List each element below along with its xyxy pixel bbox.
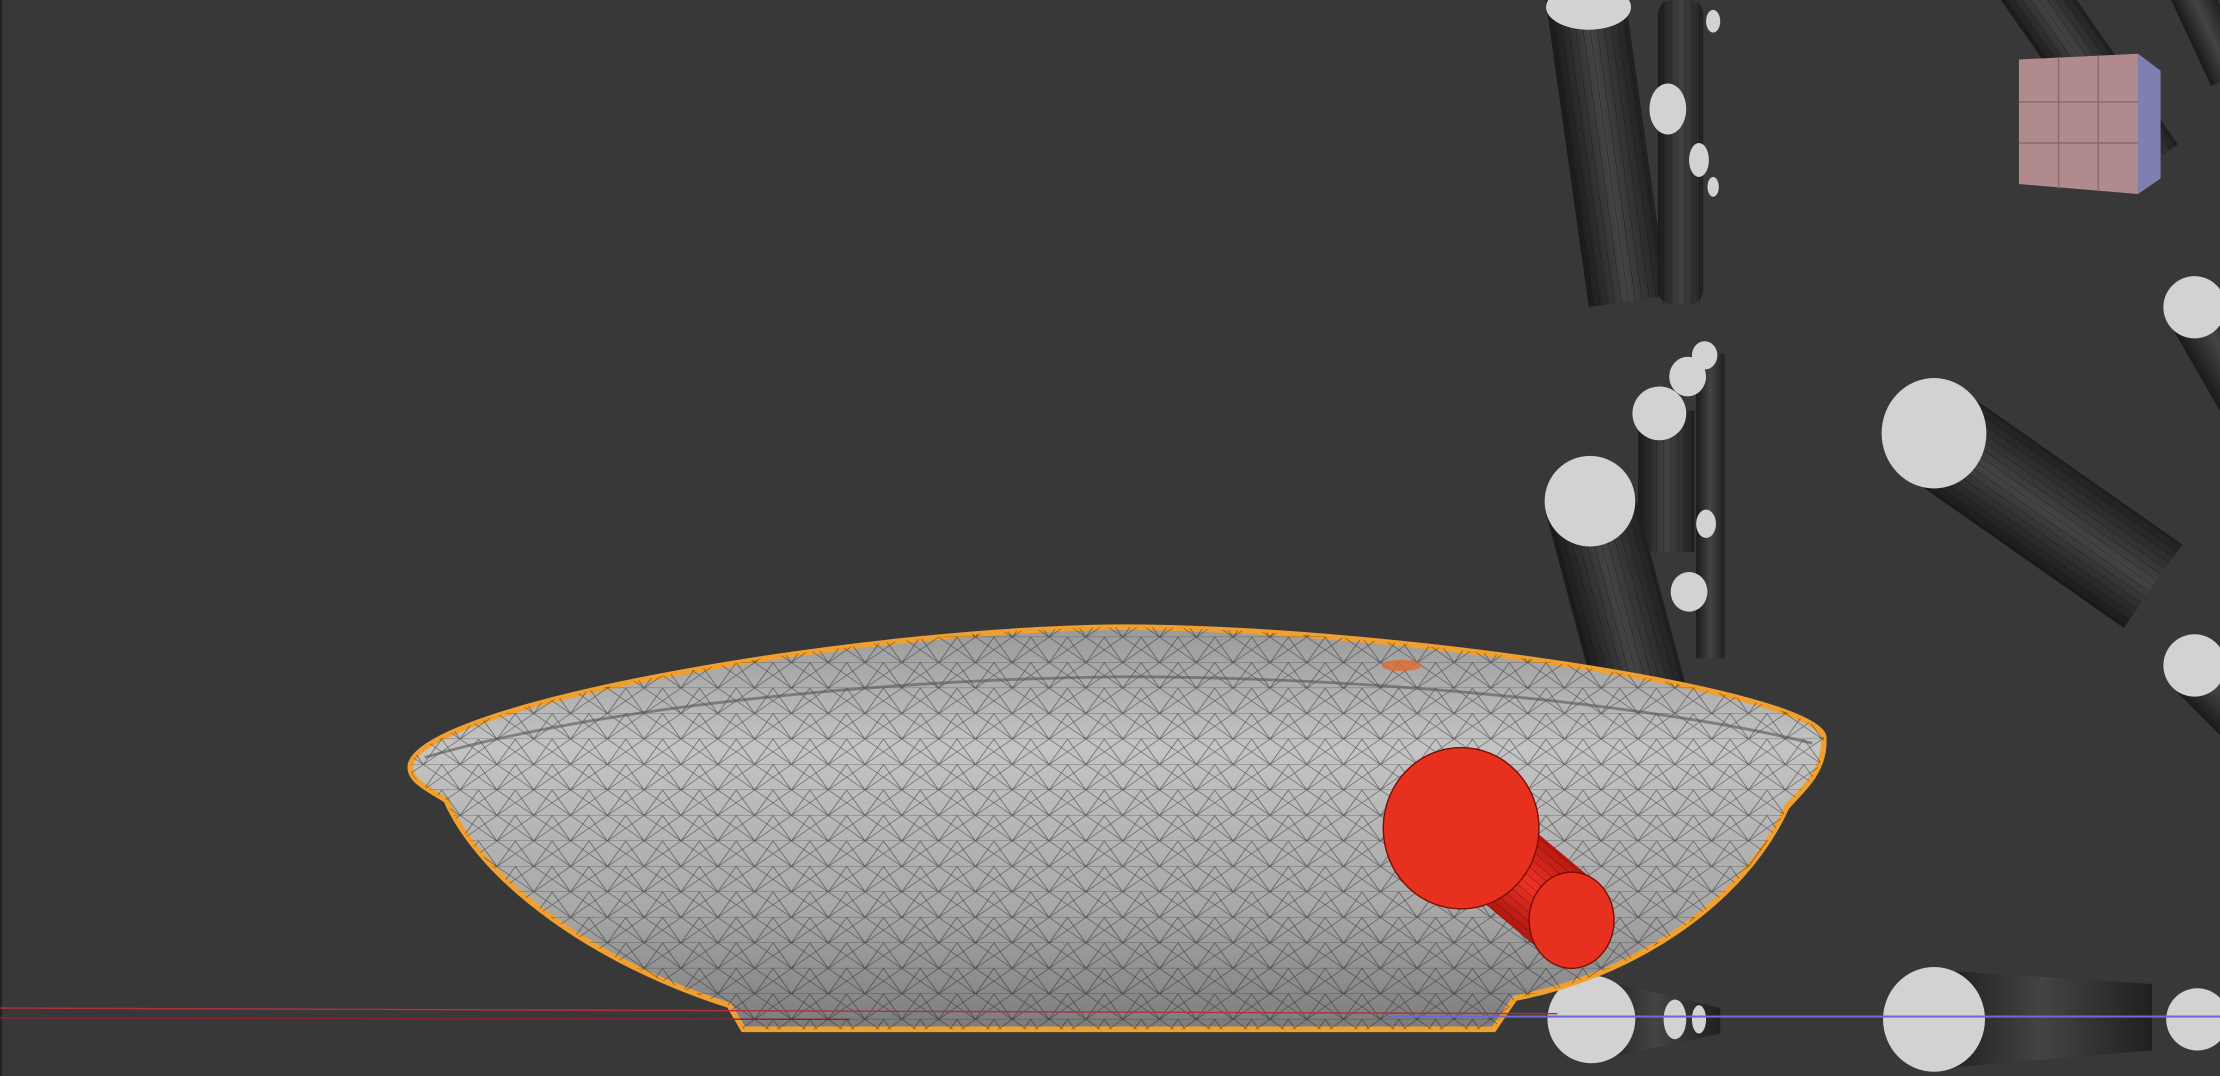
- x-axis-line: [0, 1007, 1558, 1015]
- shape: [1707, 176, 1719, 197]
- shape: [1696, 353, 1725, 659]
- shape: [1663, 999, 1687, 1040]
- shape: [410, 627, 1824, 1030]
- x-axis-line: [0, 1017, 850, 1021]
- shape: [1691, 1005, 1707, 1034]
- view-cube[interactable]: [2018, 53, 2161, 194]
- shape: [1382, 746, 1540, 910]
- shape: [1544, 0, 1668, 307]
- shape: [1881, 378, 1987, 489]
- red-pin[interactable]: [1382, 746, 1615, 970]
- bowl[interactable]: [407, 624, 1827, 1033]
- shape: [1696, 509, 1716, 538]
- shape: [424, 675, 1813, 759]
- shape: [2163, 276, 2220, 339]
- shape: [1544, 455, 1636, 547]
- shape: [2137, 53, 2161, 194]
- shape: [1544, 0, 1668, 307]
- shape: [1547, 975, 1636, 1064]
- shape: [1546, 0, 1632, 30]
- shape: [1381, 659, 1422, 672]
- shape: [2163, 0, 2220, 86]
- shape: [2018, 56, 2138, 192]
- shape: [1670, 571, 1708, 612]
- shape: [1883, 966, 1985, 1072]
- shape: [2163, 634, 2220, 697]
- shape: [2018, 53, 2161, 194]
- shape: [1528, 871, 1615, 970]
- shape: [2166, 988, 2220, 1051]
- shape: [1632, 386, 1687, 441]
- shape: [1669, 356, 1707, 397]
- shape: [1689, 142, 1709, 177]
- shape: [1932, 969, 2153, 1069]
- shape: [2163, 0, 2220, 86]
- shape: [1649, 83, 1687, 135]
- shape: [1706, 9, 1721, 33]
